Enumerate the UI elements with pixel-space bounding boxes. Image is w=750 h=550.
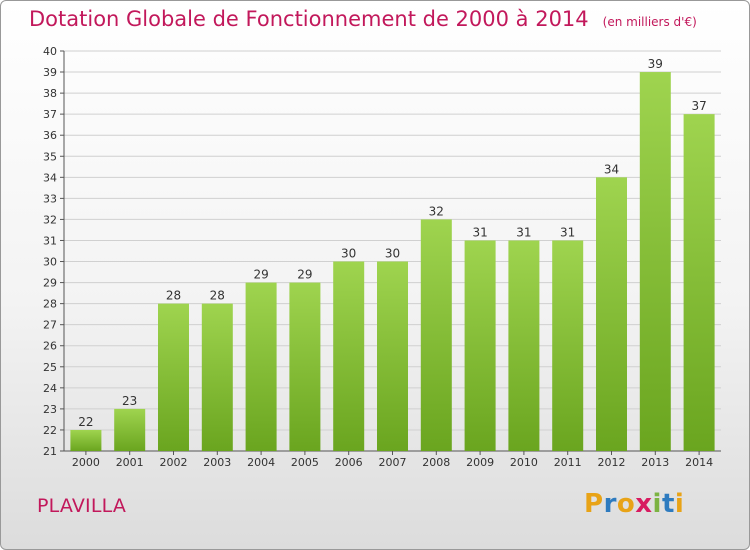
x-tick-label-2007: 2007 [379, 456, 407, 469]
value-label-2014: 37 [691, 99, 706, 113]
x-tick-label-2014: 2014 [685, 456, 713, 469]
y-tick-label: 33 [43, 192, 57, 205]
commune-name: PLAVILLA [37, 495, 127, 517]
x-tick-label-2012: 2012 [598, 456, 626, 469]
bar-2010 [508, 240, 540, 451]
x-tick-label-2010: 2010 [510, 456, 538, 469]
chart-unit-text: (en milliers d'€) [602, 15, 697, 29]
y-tick-label: 37 [43, 108, 57, 121]
y-tick-label: 22 [43, 424, 57, 437]
value-label-2008: 32 [429, 204, 444, 218]
bar-2005 [289, 282, 321, 451]
bar-2013 [639, 72, 671, 451]
y-tick-label: 39 [43, 66, 57, 79]
proxiti-logo: Proxiti [584, 489, 684, 519]
bar-2006 [333, 261, 365, 451]
x-tick-label-2001: 2001 [116, 456, 144, 469]
logo-letter: i [652, 489, 662, 519]
y-tick-label: 32 [43, 213, 57, 226]
x-tick-label-2006: 2006 [335, 456, 363, 469]
y-tick-label: 26 [43, 340, 57, 353]
x-tick-label-2004: 2004 [247, 456, 275, 469]
bar-2001 [114, 408, 146, 451]
y-tick-label: 31 [43, 234, 57, 247]
bar-2002 [158, 303, 189, 451]
value-label-2012: 34 [604, 162, 619, 176]
x-tick-label-2003: 2003 [203, 456, 231, 469]
labels: 21 22 23 24 25 26 27 28 29 30 31 32 33 34 35 36 37 38 39 40… [43, 45, 713, 469]
logo-letter: o [616, 489, 636, 519]
logo-letter: t [661, 489, 675, 519]
x-tick-label-2000: 2000 [72, 456, 100, 469]
value-label-2003: 28 [210, 289, 225, 303]
bar-2008 [420, 219, 452, 451]
y-tick-label: 24 [43, 382, 57, 395]
chart-title: Dotation Globale de Fonctionnement de 20… [29, 7, 697, 31]
bar-2000 [70, 429, 102, 451]
y-tick-label: 35 [43, 150, 57, 163]
logo-letter: x [635, 489, 653, 519]
value-label-2006: 30 [341, 247, 356, 261]
logo-letter: r [603, 489, 617, 519]
chart-title-text: Dotation Globale de Fonctionnement de 20… [29, 7, 589, 31]
bar-2009 [464, 240, 496, 451]
y-tick-label: 27 [43, 319, 57, 332]
bar-2012 [596, 177, 627, 451]
logo-letter: P [584, 489, 604, 519]
y-tick-label: 25 [43, 361, 57, 374]
bar-2007 [377, 261, 408, 451]
value-label-2010: 31 [516, 225, 531, 239]
y-tick-label: 38 [43, 87, 57, 100]
bar-2004 [245, 282, 277, 451]
value-label-2011: 31 [560, 225, 575, 239]
bar-2014 [683, 114, 715, 451]
y-tick-label: 28 [43, 298, 57, 311]
value-label-2005: 29 [297, 268, 312, 282]
y-tick-label: 30 [43, 256, 57, 269]
y-tick-label: 36 [43, 129, 57, 142]
x-tick-label-2002: 2002 [160, 456, 188, 469]
bar-2003 [201, 303, 233, 451]
value-label-2001: 23 [122, 394, 137, 408]
value-label-2004: 29 [253, 268, 268, 282]
y-tick-label: 21 [43, 445, 57, 458]
value-label-2007: 30 [385, 247, 400, 261]
y-tick-label: 29 [43, 277, 57, 290]
y-tick-label: 34 [43, 171, 57, 184]
bars [70, 72, 715, 451]
x-tick-label-2005: 2005 [291, 456, 319, 469]
x-tick-label-2013: 2013 [641, 456, 669, 469]
value-label-2009: 31 [472, 225, 487, 239]
value-label-2002: 28 [166, 289, 181, 303]
bar-2011 [552, 240, 584, 451]
value-label-2013: 39 [648, 57, 663, 71]
y-tick-label: 23 [43, 403, 57, 416]
value-label-2000: 22 [78, 415, 93, 429]
logo-letter: i [674, 489, 685, 519]
x-tick-label-2008: 2008 [422, 456, 450, 469]
y-tick-label: 40 [43, 45, 57, 58]
x-tick-label-2011: 2011 [554, 456, 582, 469]
x-tick-label-2009: 2009 [466, 456, 494, 469]
